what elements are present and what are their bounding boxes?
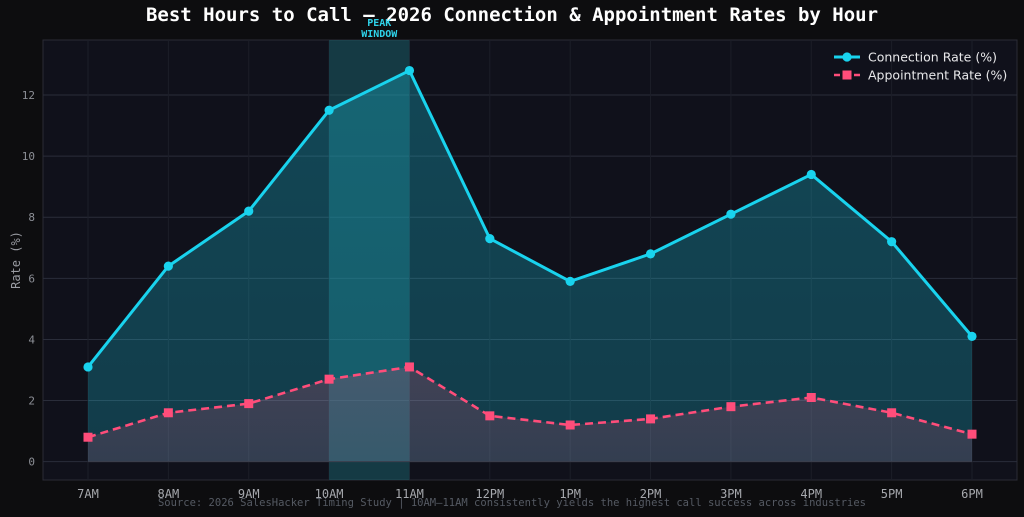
peak-window-label: WINDOW xyxy=(361,29,398,40)
y-tick-label: 8 xyxy=(28,211,35,224)
x-tick-label: 4PM xyxy=(800,487,822,501)
appointment-rate-point xyxy=(887,408,897,418)
legend-connection-marker xyxy=(842,52,852,62)
appointment-rate-point xyxy=(404,362,414,372)
connection-rate-point xyxy=(163,261,173,271)
connection-rate-point xyxy=(645,249,656,259)
appointment-rate-point xyxy=(646,414,656,424)
y-tick-label: 4 xyxy=(28,333,35,346)
x-tick-label: 5PM xyxy=(881,487,903,501)
legend-connection-label: Connection Rate (%) xyxy=(868,50,997,65)
y-tick-label: 2 xyxy=(28,395,35,408)
connection-rate-point xyxy=(244,206,254,216)
appointment-rate-point xyxy=(163,408,173,418)
x-tick-label: 9AM xyxy=(238,487,260,501)
chart-title: Best Hours to Call — 2026 Connection & A… xyxy=(145,4,879,26)
appointment-rate-point xyxy=(726,402,736,412)
y-tick-label: 12 xyxy=(22,89,35,102)
y-tick-label: 0 xyxy=(28,456,35,469)
y-tick-label: 10 xyxy=(22,150,35,163)
appointment-rate-point xyxy=(806,393,816,402)
x-tick-label: 12PM xyxy=(475,487,504,501)
legend-appointment-marker xyxy=(842,70,852,80)
connection-rate-point xyxy=(887,237,897,247)
connection-rate-point xyxy=(324,105,334,115)
x-tick-label: 2PM xyxy=(640,487,662,501)
connection-rate-point xyxy=(485,234,495,244)
connection-rate-point xyxy=(83,362,93,372)
peak-window-label: PEAK xyxy=(367,18,391,29)
appointment-rate-point xyxy=(244,399,254,409)
x-tick-label: 7AM xyxy=(77,487,99,501)
connection-rate-point xyxy=(967,331,977,341)
appointment-rate-area xyxy=(88,366,972,462)
connection-rate-line xyxy=(86,69,974,368)
appointment-rate-point xyxy=(485,411,495,421)
appointment-rate-point xyxy=(565,420,575,430)
appointment-rate-line xyxy=(87,365,973,439)
appointment-rate-point xyxy=(967,429,977,439)
appointment-rate-point xyxy=(324,374,334,384)
legend-appointment-label: Appointment Rate (%) xyxy=(868,68,1007,83)
x-tick-label: 3PM xyxy=(720,487,742,501)
connection-rate-point xyxy=(726,209,736,219)
connection-rate-point xyxy=(404,65,415,76)
appointment-rate-point xyxy=(83,432,93,442)
x-tick-label: 1PM xyxy=(559,487,581,501)
x-tick-label: 6PM xyxy=(961,487,983,501)
x-tick-label: 10AM xyxy=(315,487,344,501)
x-tick-label: 11AM xyxy=(395,487,424,501)
x-tick-label: 8AM xyxy=(158,487,180,501)
connection-rate-point xyxy=(565,276,575,286)
connection-rate-point xyxy=(806,169,816,180)
y-tick-label: 6 xyxy=(28,272,35,285)
source-note: Source: 2026 SalesHacker Timing Study | … xyxy=(157,497,866,509)
connection-rate-area xyxy=(88,70,972,462)
